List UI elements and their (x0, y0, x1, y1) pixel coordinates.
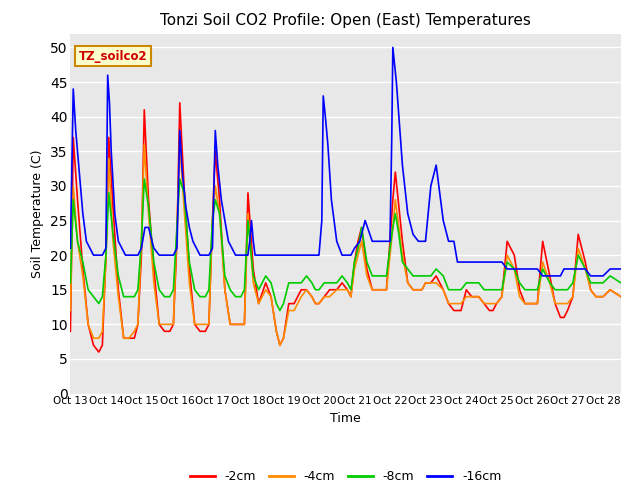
Y-axis label: Soil Temperature (C): Soil Temperature (C) (31, 149, 44, 278)
Title: Tonzi Soil CO2 Profile: Open (East) Temperatures: Tonzi Soil CO2 Profile: Open (East) Temp… (160, 13, 531, 28)
Legend: -2cm, -4cm, -8cm, -16cm: -2cm, -4cm, -8cm, -16cm (185, 465, 506, 480)
X-axis label: Time: Time (330, 412, 361, 425)
Text: TZ_soilco2: TZ_soilco2 (79, 50, 147, 63)
